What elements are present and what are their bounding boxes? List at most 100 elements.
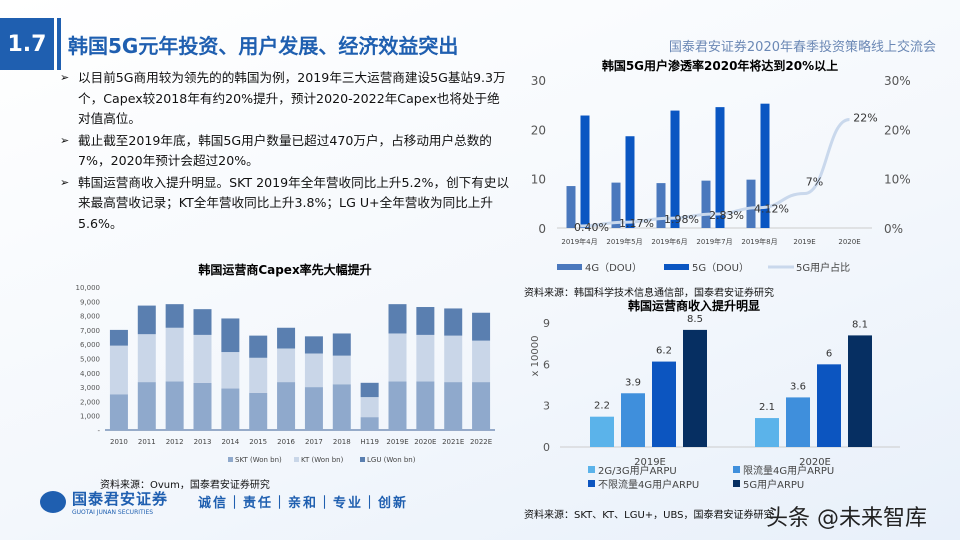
x-tick-label: 2019E — [386, 438, 408, 446]
x-tick-label: 2019E — [634, 457, 666, 468]
penetration-line — [579, 117, 850, 228]
5g-dou-bar — [625, 136, 635, 228]
legend-label: 5G用户占比 — [796, 261, 850, 274]
x-tick-label: 2021E — [442, 438, 464, 446]
capex-bar-segment — [193, 382, 212, 430]
y-tick-label: 0 — [543, 441, 550, 454]
capex-bar-segment — [444, 335, 463, 383]
data-label: 22% — [853, 111, 877, 124]
4g-dou-bar — [611, 182, 621, 228]
arrow-bullet-icon: ➢ — [60, 133, 70, 147]
5g-dou-bar — [670, 110, 680, 228]
y-tick-label: 6,000 — [80, 341, 100, 349]
x-tick-label: 2019年5月 — [606, 237, 642, 246]
x-tick-label: 2013 — [194, 438, 212, 446]
capex-bar-segment — [416, 307, 435, 335]
legend-label: 2G/3G用户ARPU — [598, 464, 677, 477]
company-logo: 国泰君安证券 GUOTAI JUNAN SECURITIES — [40, 488, 168, 516]
watermark: 头条 @未来智库 — [766, 506, 927, 531]
data-label: 4.12% — [754, 203, 789, 216]
legend-swatch — [294, 457, 299, 462]
data-label: 3.6 — [790, 381, 806, 392]
legend-swatch — [228, 457, 233, 462]
capex-bar-segment — [277, 382, 296, 430]
section-divider — [57, 18, 61, 70]
legend-swatch — [733, 480, 740, 487]
x-tick-label: 2019年4月 — [561, 237, 597, 246]
capex-bar-segment — [165, 327, 184, 382]
penetration-source: 资料来源：韩国科学技术信息通信部，国泰君安证券研究 — [524, 288, 774, 299]
capex-bar-segment — [165, 304, 184, 328]
data-label: 1.17% — [619, 217, 654, 230]
x-tick-label: 2019年7月 — [696, 237, 732, 246]
capex-bar-segment — [444, 382, 463, 430]
y-tick-label: 30 — [531, 74, 546, 88]
y-tick-label: 20 — [531, 123, 546, 137]
y-tick-label: 3,000 — [80, 384, 100, 392]
capex-bar-segment — [472, 382, 491, 430]
capex-bar-segment — [472, 340, 491, 383]
event-title: 国泰君安证券2020年春季投资策略线上交流会 — [668, 40, 936, 55]
capex-bar-segment — [360, 417, 379, 430]
y-tick-label: 2,000 — [80, 398, 100, 406]
capex-bar-segment — [304, 387, 323, 430]
4g-dou-bar — [701, 180, 711, 228]
arrow-bullet-icon: ➢ — [60, 175, 70, 189]
legend-label: 限流量4G用户ARPU — [743, 464, 834, 477]
data-label: 8.5 — [687, 314, 703, 325]
legend-label: LGU (Won bn) — [367, 456, 416, 464]
4g-dou-bar — [566, 186, 576, 228]
capex-bar-segment — [472, 312, 491, 341]
x-tick-label: 2016 — [277, 438, 295, 446]
arpu-bar — [652, 361, 676, 447]
x-tick-label: 2019E — [793, 238, 815, 246]
y-tick-label: 9,000 — [80, 298, 100, 306]
data-label: 2.2 — [594, 401, 610, 412]
capex-bar-segment — [109, 394, 128, 430]
arpu-bar — [817, 364, 841, 447]
y-tick-label: 8,000 — [80, 313, 100, 321]
capex-bar-segment — [249, 335, 268, 358]
bullet-item: ➢ 截止截至2019年底，韩国5G用户数量已超过470万户，占移动用户总数的7%，… — [60, 131, 510, 172]
x-tick-label: 2014 — [221, 438, 239, 446]
capex-bar-segment — [444, 308, 463, 336]
data-label: 8.1 — [852, 319, 868, 330]
capex-bar-segment — [304, 353, 323, 388]
legend-swatch — [557, 264, 582, 270]
x-tick-label: 2020E — [799, 457, 831, 468]
capex-chart-title: 韩国运营商Capex率先大幅提升 — [198, 262, 371, 277]
y2-tick-label: 0% — [884, 222, 903, 236]
capex-bar-segment — [109, 345, 128, 395]
legend-label: 4G（DOU） — [585, 262, 642, 274]
data-label: 6 — [826, 348, 832, 359]
capex-bar-segment — [360, 382, 379, 398]
legend-swatch — [588, 480, 595, 487]
5g-dou-bar — [760, 103, 770, 228]
y-tick-label: 4,000 — [80, 370, 100, 378]
capex-bar-segment — [249, 392, 268, 430]
logo-icon — [40, 491, 66, 513]
legend-swatch — [664, 264, 689, 270]
x-tick-label: 2019年6月 — [651, 237, 687, 246]
capex-bar-segment — [249, 357, 268, 393]
capex-bar-segment — [109, 329, 128, 346]
capex-bar-segment — [277, 327, 296, 349]
capex-bar-segment — [137, 305, 156, 335]
arpu-bar — [683, 329, 707, 447]
capex-bar-segment — [221, 388, 240, 430]
penetration-chart-title: 韩国5G用户渗透率2020年将达到20%以上 — [602, 58, 838, 73]
x-tick-label: 2018 — [333, 438, 351, 446]
bullet-list: ➢ 以目前5G商用较为领先的的韩国为例，2019年三大运营商建设5G基站9.3万个… — [60, 68, 510, 235]
arpu-bar — [621, 393, 645, 447]
data-label: 6.2 — [656, 346, 672, 357]
capex-bar-segment — [277, 348, 296, 383]
slogan: 诚信｜责任｜亲和｜专业｜创新 — [198, 496, 409, 511]
4g-dou-bar — [746, 179, 756, 228]
4g-dou-bar — [656, 183, 666, 228]
y-axis-label: x 10000 — [530, 336, 541, 377]
capex-bar-segment — [416, 381, 435, 430]
5g-dou-bar — [580, 115, 590, 228]
capex-bar-segment — [193, 334, 212, 383]
arpu-bar — [590, 416, 614, 447]
arpu-bar — [786, 397, 810, 447]
